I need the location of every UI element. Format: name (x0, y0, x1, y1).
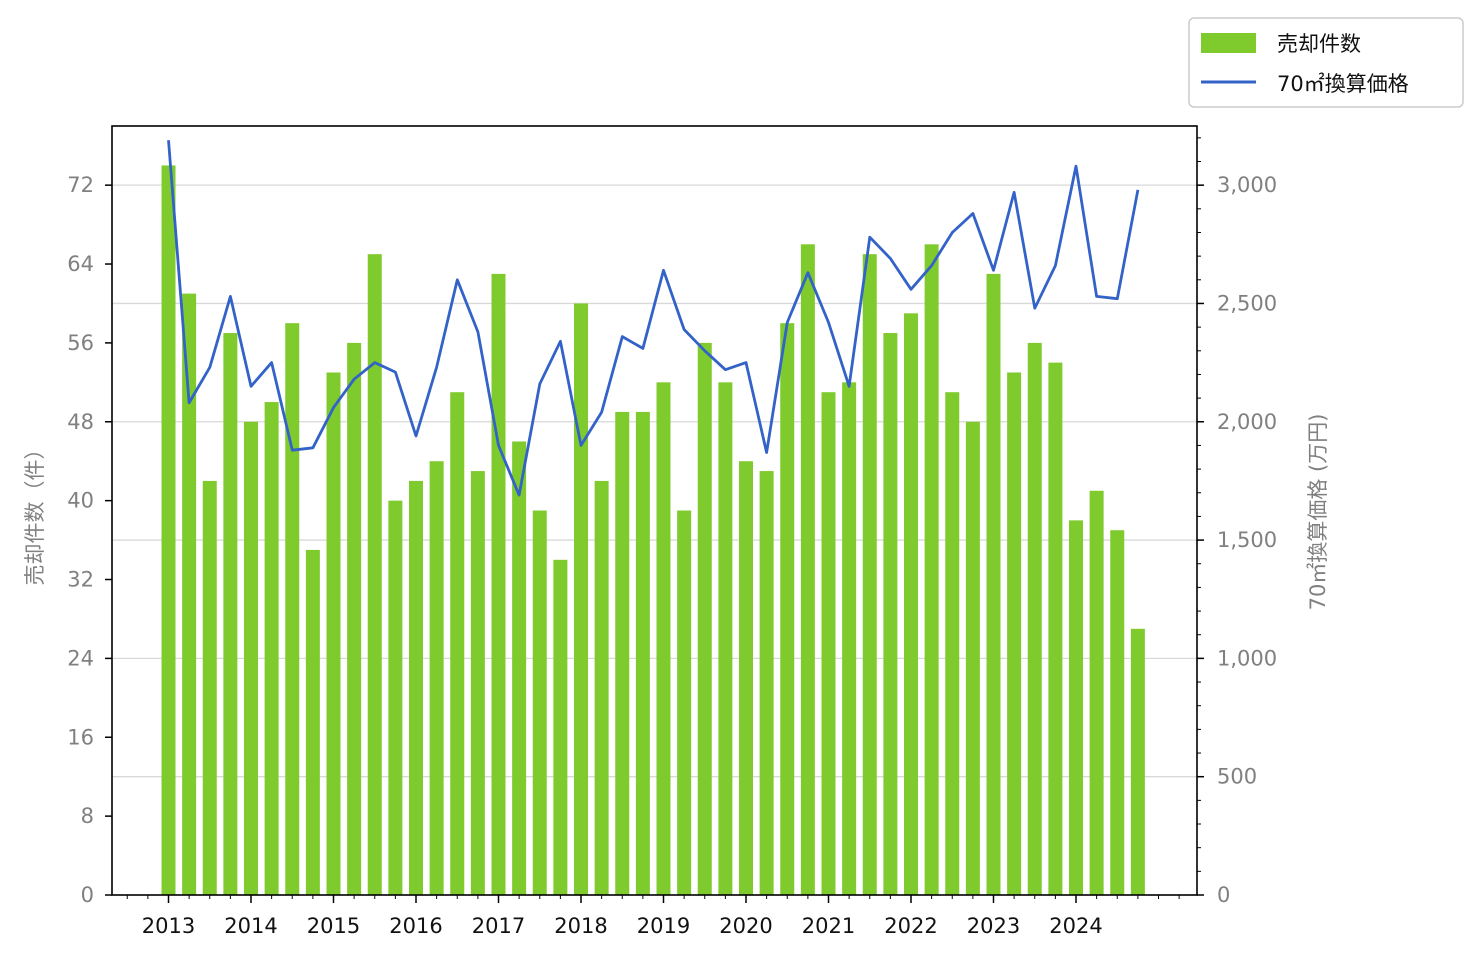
left-tick-label: 24 (67, 646, 94, 670)
bar (285, 323, 300, 896)
bar (1007, 372, 1022, 895)
bar (697, 342, 712, 895)
bar (1130, 628, 1145, 895)
right-tick-label: 500 (1217, 765, 1257, 789)
bar (1089, 490, 1104, 895)
legend: 売却件数 70㎡換算価格 (1188, 17, 1464, 108)
bar (244, 421, 258, 895)
x-tick-label: 2023 (967, 914, 1020, 938)
left-tick-label: 64 (67, 252, 94, 276)
bar (326, 372, 341, 895)
bar (409, 480, 423, 895)
bar (491, 273, 506, 895)
bar (347, 342, 362, 895)
left-tick-label: 16 (67, 725, 94, 749)
bar (223, 333, 238, 895)
bar (718, 382, 733, 895)
x-tick-label: 2024 (1049, 914, 1102, 938)
bar (202, 480, 217, 895)
bar (842, 382, 857, 895)
left-tick-label: 8 (81, 804, 94, 828)
bar (553, 559, 568, 895)
right-axis: 0 500 1,000 1,500 2,000 2,500 3,000 (1197, 137, 1277, 907)
left-tick-label: 56 (67, 331, 94, 355)
bar (161, 165, 176, 895)
bar (264, 402, 279, 895)
right-tick-label: 0 (1217, 883, 1230, 907)
bar (574, 303, 588, 895)
bar (759, 471, 774, 895)
bar (986, 273, 1001, 895)
bar (635, 411, 650, 895)
bar (780, 323, 795, 896)
left-tick-label: 48 (67, 410, 94, 434)
left-tick-label: 0 (81, 883, 94, 907)
bar (739, 461, 753, 895)
x-tick-label: 2018 (554, 914, 607, 938)
bar (305, 549, 320, 895)
left-axis: 0 8 16 24 32 40 48 56 64 72 (67, 173, 112, 907)
bar (677, 510, 692, 895)
right-tick-label: 2,000 (1217, 410, 1277, 434)
bar (883, 333, 898, 895)
right-tick-label: 1,000 (1217, 646, 1277, 670)
x-tick-label: 2019 (637, 914, 690, 938)
bar (182, 293, 197, 896)
left-tick-label: 40 (67, 489, 94, 513)
bar (429, 461, 444, 895)
bar (945, 392, 960, 895)
x-tick-label: 2013 (142, 914, 195, 938)
bar (924, 244, 939, 896)
bar (388, 500, 403, 895)
x-tick-label: 2020 (719, 914, 772, 938)
x-tick-label: 2017 (472, 914, 525, 938)
bar (1069, 520, 1083, 895)
legend-label-line: 70㎡換算価格 (1277, 72, 1409, 96)
price-line (167, 140, 1140, 497)
left-axis-label: 売却件数（件） (23, 439, 47, 586)
legend-box (1188, 17, 1464, 108)
left-tick-label: 32 (67, 568, 94, 592)
right-tick-label: 1,500 (1217, 528, 1277, 552)
bar (594, 480, 609, 895)
bar (904, 313, 918, 895)
bar (1027, 342, 1042, 895)
bar (470, 471, 485, 895)
left-tick-label: 72 (67, 173, 94, 197)
x-axis: 2013 2014 2015 2016 2017 2018 2019 2020 2021 2022… (126, 895, 1180, 938)
bar (450, 392, 465, 895)
legend-label-bar: 売却件数 (1277, 32, 1361, 56)
bar (821, 392, 836, 895)
bar-series (161, 165, 1145, 896)
bar (367, 254, 382, 895)
right-tick-label: 2,500 (1217, 291, 1277, 315)
bar (615, 411, 630, 895)
bar (512, 441, 527, 895)
bar (800, 244, 815, 896)
bar (532, 510, 547, 895)
legend-swatch-bar (1201, 33, 1256, 53)
x-tick-label: 2014 (224, 914, 277, 938)
bar (1048, 362, 1063, 896)
x-tick-label: 2021 (802, 914, 855, 938)
right-tick-label: 3,000 (1217, 173, 1277, 197)
x-tick-label: 2016 (389, 914, 442, 938)
line-series (167, 140, 1140, 497)
x-tick-label: 2015 (307, 914, 360, 938)
bar (862, 254, 877, 895)
bar (1110, 530, 1125, 895)
right-axis-label: 70㎡換算価格 (万円) (1306, 414, 1330, 611)
plot-frame (111, 125, 1198, 896)
bar (656, 382, 671, 895)
bar (965, 421, 980, 895)
x-tick-label: 2022 (884, 914, 937, 938)
